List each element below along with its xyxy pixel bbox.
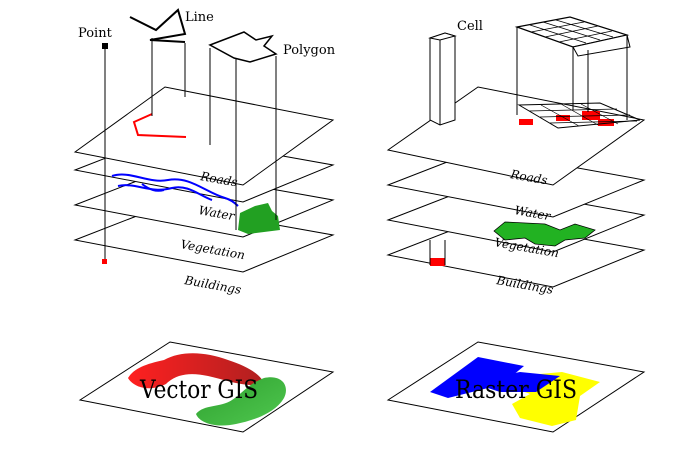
cell-prism — [429, 32, 456, 126]
grid-line — [542, 21, 601, 41]
raster-layer-water: Water — [386, 149, 646, 223]
road-cell — [582, 111, 600, 120]
tributary-line — [141, 183, 165, 192]
point-feature: Point — [78, 26, 113, 264]
point-marker-buildings — [102, 259, 107, 264]
raster-composite: Raster GIS — [386, 341, 646, 433]
vector-gis-title: Vector GIS — [139, 375, 258, 404]
grid-line — [544, 25, 599, 38]
polygon-shape — [208, 31, 278, 63]
road-cell — [556, 115, 570, 121]
cell-column: Cell — [428, 19, 483, 126]
raster-gis-title: Raster GIS — [455, 375, 577, 404]
cell-label: Cell — [457, 19, 483, 34]
vegetation-polygon — [238, 203, 280, 234]
road-line — [132, 113, 187, 138]
point-marker-top — [102, 43, 108, 49]
raster-water-label: Water — [513, 203, 552, 223]
grid-line — [560, 103, 599, 126]
vector-roads-label: Roads — [198, 169, 238, 189]
raster-layer-buildings: Buildings — [386, 219, 646, 297]
raster-blue-strip — [470, 372, 560, 392]
vector-roads-plane — [73, 86, 335, 186]
grid-line — [540, 104, 580, 127]
road-cell — [598, 119, 614, 126]
vector-composite: Vector GIS — [78, 341, 335, 433]
vector-model: Buildings Vegetation Water Roads — [73, 8, 336, 433]
vector-layer-roads: Roads — [73, 86, 335, 189]
river-line — [111, 173, 239, 207]
grid-block-front-top — [572, 34, 631, 57]
line-label: Line — [185, 10, 214, 25]
raster-grid-block — [514, 16, 631, 120]
vector-water-label: Water — [197, 203, 236, 223]
grid-line — [530, 21, 585, 33]
polygon-feature: Polygon — [208, 31, 336, 230]
stream-line — [117, 184, 213, 201]
raster-building-cell — [430, 258, 445, 266]
grid-line — [539, 114, 631, 118]
vector-green-blob — [196, 377, 286, 426]
polygon-label: Polygon — [283, 43, 336, 58]
raster-vegetation-cells — [493, 221, 596, 247]
raster-roads-label: Roads — [508, 167, 548, 187]
grid-line — [558, 30, 613, 43]
line-feature: Line — [129, 8, 214, 116]
grid-line — [580, 103, 619, 125]
point-label: Point — [78, 26, 113, 41]
road-cell — [519, 119, 533, 125]
cell-prism-top — [428, 32, 457, 41]
vector-buildings-label: Buildings — [182, 273, 242, 297]
raster-blue-region — [430, 357, 524, 398]
raster-model: Buildings Vegetation Water Roads — [386, 16, 646, 433]
line-shape — [129, 8, 187, 43]
vector-red-blob — [128, 353, 264, 389]
grid-line — [549, 120, 638, 124]
